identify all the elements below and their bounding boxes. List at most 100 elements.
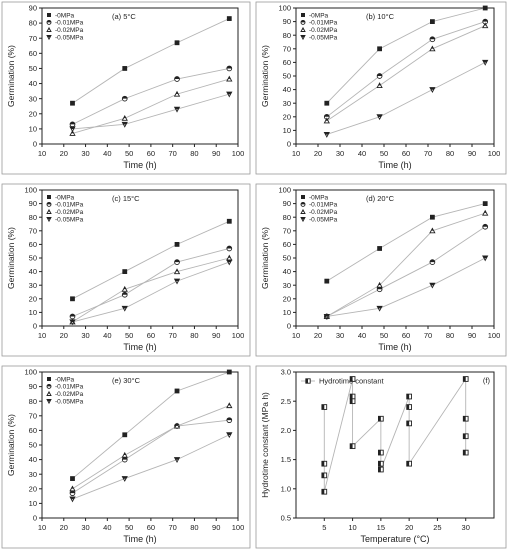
y-tick-label: 50	[29, 441, 37, 450]
data-point	[430, 19, 435, 24]
x-tick-label: 70	[168, 331, 176, 340]
data-point	[226, 91, 233, 98]
plot-frame	[295, 371, 495, 519]
x-tick-label: 20	[314, 149, 322, 158]
x-tick-label: 10	[38, 523, 46, 532]
y-axis-label: Germination (%)	[260, 227, 270, 289]
data-point	[226, 417, 233, 424]
legend-marker	[46, 390, 52, 396]
data-point	[173, 268, 181, 275]
x-tick-label: 70	[168, 523, 176, 532]
data-point	[174, 242, 180, 247]
y-tick-label: 20	[29, 484, 37, 493]
series-line	[72, 93, 230, 130]
y-tick-label: 90	[283, 199, 291, 208]
y-tick-label: 0	[33, 322, 37, 331]
legend: -0MPa-0.01MPa-0.02MPa-0.05MPa	[46, 376, 84, 406]
x-tick-label: 70	[424, 331, 432, 340]
legend: -0MPa-0.01MPa-0.02MPa-0.05MPa	[300, 12, 338, 42]
data-point	[406, 460, 412, 467]
series-line	[72, 257, 230, 323]
y-tick-label: 70	[29, 34, 37, 43]
panel-border	[255, 365, 507, 549]
x-tick-label: 30	[81, 523, 89, 532]
panel-4: 10 20 30 40 50 60 70 80 90 1000102030405060708090…	[255, 183, 507, 357]
legend-label: -0.05MPa	[309, 217, 338, 224]
data-point	[430, 214, 435, 220]
x-axis-label: Time (h)	[123, 534, 156, 544]
y-tick-label: 1.5	[281, 455, 291, 464]
x-tick-label: 20	[60, 523, 68, 532]
legend-label: -0MPa	[309, 12, 329, 19]
panel-2: 10 20 30 40 50 60 70 80 90 1000102030405060708090…	[255, 1, 507, 175]
y-tick-label: 30	[29, 470, 37, 479]
legend-label: -0.02MPa	[309, 209, 338, 216]
x-tick-label: 10	[292, 331, 300, 340]
y-axis-label: Germination (%)	[6, 227, 16, 289]
x-tick-label: 90	[212, 523, 220, 532]
x-tick-label: 20	[405, 523, 413, 532]
series-line	[72, 78, 230, 134]
legend: Hydrotime constant	[301, 377, 385, 386]
data-point	[462, 433, 469, 440]
data-point	[378, 449, 384, 456]
data-point	[378, 415, 384, 422]
y-tick-label: 30	[29, 281, 37, 290]
x-tick-label: 80	[446, 331, 454, 340]
series-line	[326, 21, 486, 118]
y-tick-label: 10	[29, 308, 37, 317]
data-point	[378, 460, 384, 467]
y-tick-label: 10	[29, 124, 37, 133]
series-0-05MPa	[69, 432, 233, 503]
series-line	[326, 25, 486, 122]
x-tick-label: 30	[462, 523, 470, 532]
legend-label: -0.02MPa	[55, 209, 84, 216]
x-tick-label: 60	[402, 149, 410, 158]
x-tick-label: 70	[424, 149, 432, 158]
series-line	[326, 203, 486, 282]
x-tick-label: 20	[314, 331, 322, 340]
x-tick-label: 80	[190, 149, 198, 158]
series-0-02MPa	[69, 254, 233, 325]
y-tick-label: 30	[283, 99, 291, 108]
data-point	[121, 305, 128, 312]
data-point	[226, 432, 233, 439]
data-point	[70, 476, 75, 481]
panel-border	[1, 365, 251, 549]
legend-label: -0.05MPa	[309, 35, 338, 42]
data-point	[377, 46, 382, 52]
data-point	[69, 313, 76, 320]
data-point	[324, 278, 330, 284]
data-point	[324, 100, 330, 106]
y-tick-label: 60	[29, 49, 37, 58]
panel-label: (b) 10°C	[366, 12, 395, 21]
y-tick-label: 50	[29, 254, 37, 263]
data-point	[349, 398, 356, 405]
series-0MPa	[324, 5, 488, 106]
panel-5: 10 20 30 40 50 60 70 80 90 1000102030405060708090…	[1, 365, 251, 549]
data-point	[429, 282, 436, 289]
x-tick-label: 100	[232, 523, 245, 532]
series-0-02MPa	[323, 22, 489, 124]
legend-label: -0.01MPa	[55, 20, 84, 27]
data-point	[226, 245, 233, 252]
series-0MPa	[70, 218, 232, 302]
x-tick-label: 40	[358, 331, 366, 340]
y-axis-label: Hydrotime constant (MPa h)	[260, 392, 270, 498]
data-point	[174, 76, 180, 82]
y-tick-label: 80	[283, 213, 291, 222]
series-line	[72, 248, 230, 317]
legend-label: -0MPa	[55, 376, 75, 383]
x-tick-label: 100	[488, 331, 501, 340]
data-point	[226, 254, 233, 261]
y-tick-label: 60	[29, 240, 37, 249]
x-tick-label: 100	[232, 149, 245, 158]
y-tick-label: 90	[29, 199, 37, 208]
data-point	[121, 121, 128, 128]
x-axis-label: Time (h)	[378, 160, 411, 170]
legend-marker	[300, 26, 306, 32]
legend-marker	[305, 378, 311, 384]
series-line	[72, 18, 230, 104]
legend-marker	[300, 217, 306, 223]
x-tick-label: 90	[468, 149, 476, 158]
